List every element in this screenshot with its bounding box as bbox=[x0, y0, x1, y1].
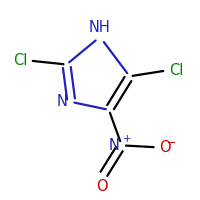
Text: Cl: Cl bbox=[169, 63, 183, 78]
Text: O: O bbox=[96, 179, 108, 194]
Text: −: − bbox=[167, 138, 176, 148]
Text: N: N bbox=[57, 94, 67, 109]
Text: N: N bbox=[109, 138, 120, 153]
Text: Cl: Cl bbox=[13, 53, 27, 68]
Text: +: + bbox=[123, 134, 132, 144]
Text: O: O bbox=[159, 140, 171, 155]
Text: NH: NH bbox=[89, 20, 111, 35]
